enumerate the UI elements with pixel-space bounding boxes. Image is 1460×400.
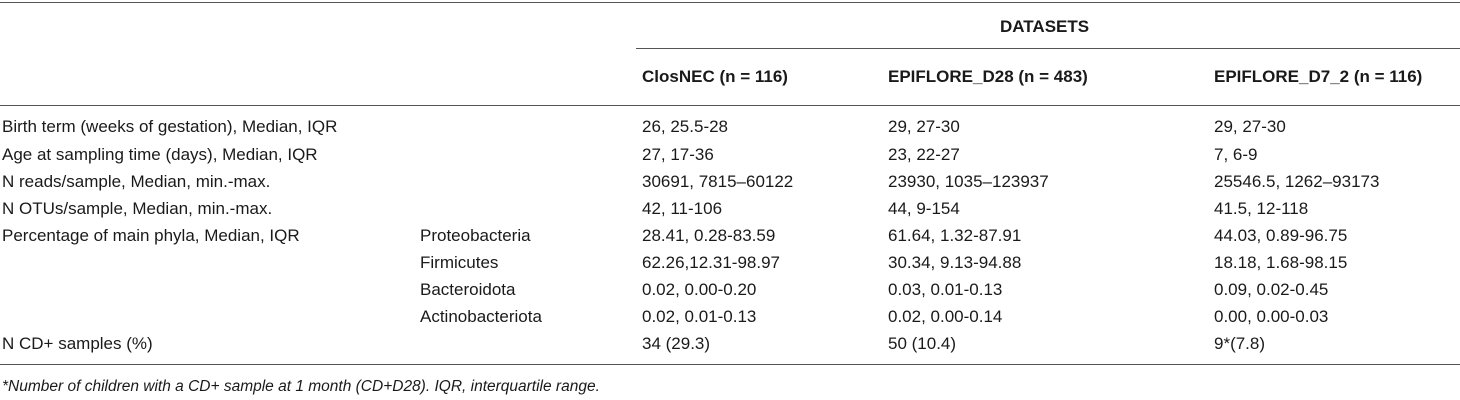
cell-closnec: 27, 17-36	[642, 145, 714, 164]
cell-epiflore-d7-2: 7, 6-9	[1214, 145, 1258, 164]
column-header-epiflore-d7-2: EPIFLORE_D7_2 (n = 116)	[1214, 67, 1423, 86]
header-bottom-rule	[0, 105, 1460, 106]
row-label: N reads/sample, Median, min.-max.	[2, 172, 271, 191]
cell-closnec: 0.02, 0.00-0.20	[642, 280, 757, 299]
column-header-closnec: ClosNEC (n = 116)	[642, 67, 788, 86]
row-label: N CD+ samples (%)	[2, 334, 153, 353]
row-sublabel: Firmicutes	[420, 253, 499, 272]
cell-epiflore-d28: 30.34, 9.13-94.88	[888, 253, 1022, 272]
cell-epiflore-d28: 44, 9-154	[888, 199, 960, 218]
row-label: N OTUs/sample, Median, min.-max.	[2, 199, 273, 218]
row-label: Birth term (weeks of gestation), Median,…	[2, 117, 338, 136]
cell-epiflore-d7-2: 44.03, 0.89-96.75	[1214, 226, 1348, 245]
cell-closnec: 0.02, 0.01-0.13	[642, 307, 757, 326]
cell-epiflore-d7-2: 0.00, 0.00-0.03	[1214, 307, 1329, 326]
cell-epiflore-d28: 50 (10.4)	[888, 334, 957, 353]
table-top-rule	[0, 2, 1460, 3]
table-bottom-rule	[0, 364, 1460, 365]
cell-epiflore-d28: 0.03, 0.01-0.13	[888, 280, 1003, 299]
row-sublabel: Actinobacteriota	[420, 307, 542, 326]
cell-epiflore-d7-2: 41.5, 12-118	[1214, 199, 1309, 218]
table-footnote: *Number of children with a CD+ sample at…	[2, 378, 600, 395]
row-sublabel: Bacteroidota	[420, 280, 516, 299]
cell-closnec: 26, 25.5-28	[642, 117, 729, 136]
cell-epiflore-d28: 61.64, 1.32-87.91	[888, 226, 1022, 245]
cell-closnec: 28.41, 0.28-83.59	[642, 226, 776, 245]
group-header-rule	[636, 48, 1460, 49]
group-header: DATASETS	[1000, 17, 1090, 36]
cell-epiflore-d7-2: 25546.5, 1262–93173	[1214, 172, 1380, 191]
row-label: Percentage of main phyla, Median, IQR	[2, 226, 300, 245]
cell-epiflore-d7-2: 18.18, 1.68-98.15	[1214, 253, 1348, 272]
cell-epiflore-d28: 0.02, 0.00-0.14	[888, 307, 1003, 326]
cell-epiflore-d7-2: 9*(7.8)	[1214, 334, 1266, 353]
cell-epiflore-d28: 23, 22-27	[888, 145, 960, 164]
column-header-epiflore-d28: EPIFLORE_D28 (n = 483)	[888, 67, 1088, 86]
cell-closnec: 62.26,12.31-98.97	[642, 253, 781, 272]
row-label: Age at sampling time (days), Median, IQR	[2, 145, 318, 164]
cell-epiflore-d28: 23930, 1035–123937	[888, 172, 1049, 191]
cell-epiflore-d7-2: 0.09, 0.02-0.45	[1214, 280, 1329, 299]
cell-closnec: 30691, 7815–60122	[642, 172, 794, 191]
cell-closnec: 42, 11-106	[642, 199, 723, 218]
row-sublabel: Proteobacteria	[420, 226, 531, 245]
cell-epiflore-d28: 29, 27-30	[888, 117, 960, 136]
cell-epiflore-d7-2: 29, 27-30	[1214, 117, 1286, 136]
cell-closnec: 34 (29.3)	[642, 334, 711, 353]
